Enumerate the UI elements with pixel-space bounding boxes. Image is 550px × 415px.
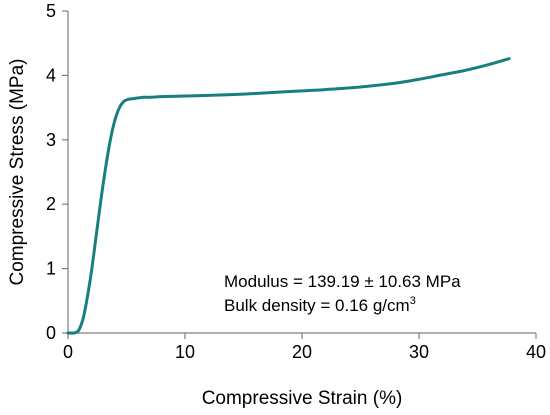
modulus-annotation: Modulus = 139.19 ± 10.63 MPa xyxy=(224,272,461,291)
density-text: Bulk density = 0.16 g/cm xyxy=(224,296,410,315)
tick-labels: 0 10 20 30 40 0 1 2 3 4 5 xyxy=(46,1,546,362)
y-tick-label: 3 xyxy=(46,130,56,150)
x-axis-title: Compressive Strain (%) xyxy=(202,388,403,409)
y-tick-label: 0 xyxy=(46,323,56,343)
x-tick-label: 10 xyxy=(175,342,195,362)
y-tick-label: 2 xyxy=(46,194,56,214)
stress-strain-curve xyxy=(66,57,511,335)
y-tick-label: 4 xyxy=(46,65,56,85)
density-superscript: 3 xyxy=(410,295,416,307)
y-tick-label: 5 xyxy=(46,1,56,21)
y-tick-label: 1 xyxy=(46,259,56,279)
x-tick-label: 30 xyxy=(409,342,429,362)
density-annotation: Bulk density = 0.16 g/cm3 xyxy=(224,295,416,315)
x-tick-label: 20 xyxy=(292,342,312,362)
x-tick-label: 40 xyxy=(526,342,546,362)
x-tick-label: 0 xyxy=(63,342,73,362)
y-axis-title: Compressive Stress (MPa) xyxy=(7,59,28,286)
